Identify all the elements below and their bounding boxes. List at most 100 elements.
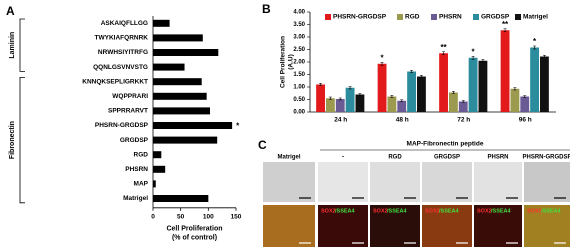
error-bar bbox=[442, 51, 446, 56]
column-label: Matrigel bbox=[277, 155, 300, 161]
bar bbox=[417, 76, 426, 112]
panel-label: C bbox=[258, 138, 267, 152]
bar bbox=[153, 63, 185, 71]
column-label: PHSRN-GRGDSP bbox=[522, 155, 570, 161]
error-bar bbox=[338, 97, 342, 101]
y-tick-label: 1.00 bbox=[293, 85, 305, 91]
micrograph bbox=[524, 162, 570, 202]
micrograph bbox=[422, 162, 472, 202]
error-bar bbox=[319, 82, 323, 87]
x-tick-label: 50 bbox=[177, 214, 185, 221]
category-label: KNNQKSEPLIGRKKT bbox=[82, 78, 148, 85]
bar bbox=[153, 34, 203, 42]
error-bar bbox=[503, 28, 507, 33]
bar bbox=[520, 96, 530, 112]
legend-label: PHSRN-GRGDSP bbox=[333, 14, 387, 21]
stain-label: /SSEA4 bbox=[439, 208, 460, 214]
legend-swatch bbox=[515, 14, 521, 20]
bar bbox=[345, 87, 355, 112]
y-tick-label: 2.00 bbox=[293, 60, 305, 66]
legend-swatch bbox=[397, 14, 403, 20]
x-tick-label: 100 bbox=[203, 214, 214, 221]
micrograph bbox=[474, 162, 522, 202]
error-bar bbox=[380, 61, 384, 66]
bar bbox=[407, 71, 417, 112]
x-tick-label: 96 h bbox=[519, 117, 532, 124]
annotation: ** bbox=[502, 20, 509, 29]
group-label: Fibronectin bbox=[9, 121, 16, 159]
column-label: GRGDSP bbox=[434, 155, 460, 161]
bar bbox=[510, 88, 520, 112]
group-bracket bbox=[19, 18, 25, 72]
micrographs bbox=[263, 162, 570, 247]
bar bbox=[316, 84, 325, 112]
error-bar bbox=[513, 87, 517, 91]
group-bracket bbox=[19, 77, 25, 204]
bar bbox=[355, 94, 365, 112]
category-label: QQNLGSVNVSTG bbox=[93, 64, 148, 71]
error-bar bbox=[481, 59, 485, 63]
y-tick-label: 3.00 bbox=[293, 35, 305, 41]
stain-label: /SSEA4 bbox=[541, 208, 562, 214]
fluorescence-image bbox=[263, 205, 315, 247]
group-label: MAP-Fibronectin peptide bbox=[407, 141, 484, 148]
category-label: SPPRRARVT bbox=[108, 108, 148, 115]
bar bbox=[153, 122, 233, 129]
x-tick-label: 150 bbox=[231, 214, 242, 221]
bar bbox=[153, 136, 218, 144]
bar bbox=[387, 96, 397, 112]
y-tick-label: 0.50 bbox=[293, 97, 305, 103]
fluorescence-image bbox=[524, 205, 570, 247]
fluorescence-image bbox=[370, 205, 420, 247]
micrograph bbox=[263, 162, 315, 202]
stain-label: /SSEA4 bbox=[387, 208, 408, 214]
bar bbox=[468, 57, 478, 112]
bar bbox=[478, 60, 488, 112]
bar bbox=[439, 53, 448, 112]
bar bbox=[325, 98, 335, 112]
stain-label: SOX2 bbox=[425, 208, 440, 214]
x-axis-label: (% of control) bbox=[172, 235, 217, 242]
fluorescence-image bbox=[474, 205, 522, 247]
x-tick-label: 0 bbox=[151, 214, 155, 221]
annotation: ** bbox=[440, 43, 447, 52]
legend-label: RGD bbox=[405, 14, 420, 21]
fluorescence-image bbox=[422, 205, 472, 247]
x-tick-label: 24 h bbox=[334, 117, 347, 124]
error-bar bbox=[348, 86, 352, 90]
category-label: NRWHSIYITRFG bbox=[98, 49, 148, 56]
legend-label: GRGDSP bbox=[481, 14, 510, 21]
bar bbox=[448, 92, 458, 112]
error-bar bbox=[400, 99, 404, 103]
stain-label: SOX2 bbox=[373, 208, 388, 214]
bar bbox=[377, 63, 387, 112]
category-label: Matrigel bbox=[123, 195, 148, 202]
bar bbox=[153, 151, 162, 159]
stain-label: SOX2 bbox=[477, 208, 492, 214]
column-label: - bbox=[342, 155, 344, 161]
bar bbox=[397, 100, 407, 112]
category-label: WQPPRARI bbox=[112, 93, 148, 100]
group-label: Laminin bbox=[9, 32, 16, 59]
bar bbox=[500, 30, 510, 112]
micrograph bbox=[370, 162, 420, 202]
bar bbox=[153, 92, 207, 100]
y-tick-label: 4.00 bbox=[293, 10, 305, 16]
y-tick-label: 1.50 bbox=[293, 72, 305, 78]
y-tick-label: 0.00 bbox=[293, 110, 305, 116]
error-bar bbox=[542, 54, 546, 59]
legend-label: Matrigel bbox=[523, 14, 548, 21]
category-label: TWYKIAFQRNRK bbox=[95, 35, 149, 42]
error-bar bbox=[451, 90, 455, 95]
category-label: GRGDSP bbox=[120, 137, 149, 144]
bar bbox=[153, 195, 209, 202]
bar bbox=[540, 56, 549, 112]
error-bar bbox=[523, 95, 527, 98]
y-axis-label: Cell Proliferation bbox=[280, 36, 287, 88]
legend-label: PHSRN bbox=[439, 14, 462, 21]
y-tick-label: 3.50 bbox=[293, 22, 305, 28]
bar bbox=[153, 78, 202, 86]
legend-swatch bbox=[431, 14, 437, 20]
error-bar bbox=[410, 69, 414, 74]
